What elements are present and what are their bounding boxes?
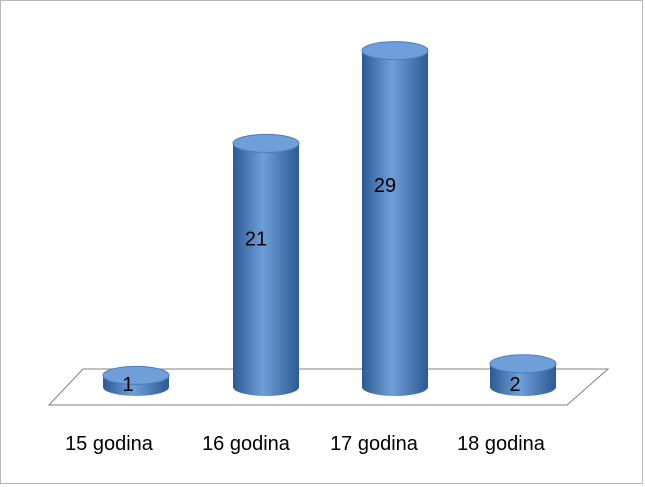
value-label: 29 bbox=[374, 175, 396, 197]
bar-3 bbox=[361, 41, 429, 396]
bar-top bbox=[489, 354, 557, 374]
bar-4 bbox=[489, 354, 557, 396]
bar-top bbox=[361, 41, 429, 61]
value-label: 1 bbox=[122, 374, 133, 396]
value-label: 2 bbox=[509, 374, 520, 396]
category-label: 17 godina bbox=[330, 433, 419, 455]
bar-body bbox=[233, 143, 299, 396]
value-label: 21 bbox=[245, 229, 267, 251]
bar-top bbox=[102, 365, 170, 385]
category-label: 18 godina bbox=[457, 433, 546, 455]
bar-2 bbox=[232, 133, 300, 396]
category-label: 16 godina bbox=[202, 433, 291, 455]
bar-top bbox=[232, 133, 300, 153]
bar-1 bbox=[102, 365, 170, 396]
chart-floor bbox=[47, 368, 610, 406]
bar-body bbox=[362, 50, 428, 396]
category-label: 15 godina bbox=[65, 433, 154, 455]
